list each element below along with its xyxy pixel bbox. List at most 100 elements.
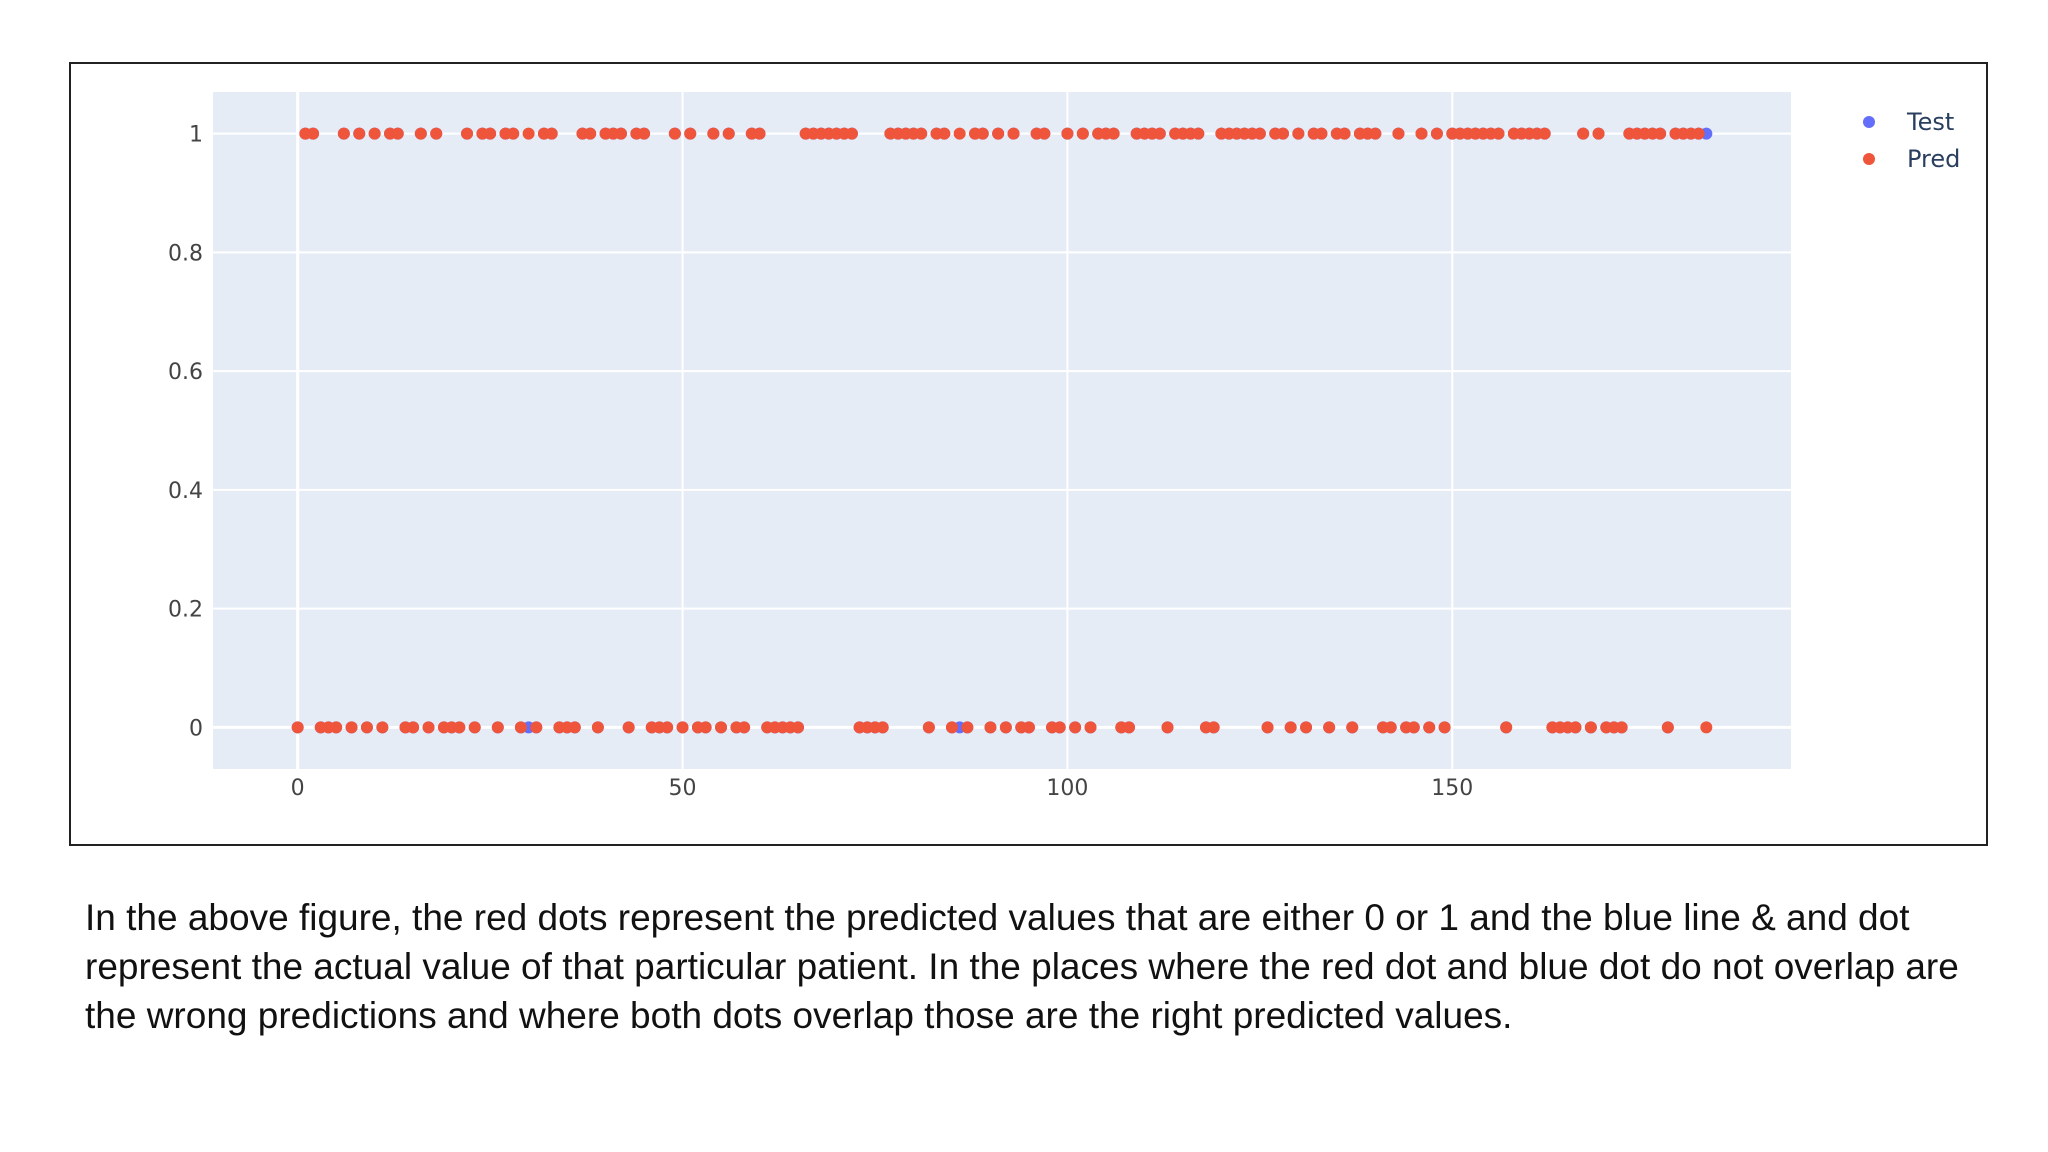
pred-point bbox=[1161, 721, 1174, 734]
pred-point bbox=[545, 127, 558, 140]
pred-point bbox=[1384, 721, 1397, 734]
pred-point bbox=[945, 721, 958, 734]
pred-point bbox=[961, 721, 974, 734]
y-tick-label: 0.8 bbox=[168, 241, 203, 266]
pred-point bbox=[1700, 721, 1713, 734]
pred-point bbox=[1592, 127, 1605, 140]
pred-point bbox=[1438, 721, 1451, 734]
legend-label-pred: Pred bbox=[1907, 145, 1960, 173]
legend-marker-pred bbox=[1863, 153, 1875, 165]
pred-point bbox=[614, 127, 627, 140]
chart-frame: 0 0.2 0.4 0.6 0.8 1 0 50 100 150 Test Pred bbox=[69, 62, 1988, 846]
pred-point bbox=[938, 127, 951, 140]
pred-point bbox=[1500, 721, 1513, 734]
pred-point bbox=[992, 127, 1005, 140]
y-tick-label: 0 bbox=[189, 716, 203, 741]
pred-point bbox=[407, 721, 420, 734]
pred-point bbox=[514, 721, 527, 734]
y-tick-label: 0.4 bbox=[168, 479, 203, 504]
pred-point bbox=[1123, 721, 1136, 734]
pred-point bbox=[1315, 127, 1328, 140]
pred-point bbox=[568, 721, 581, 734]
pred-point bbox=[699, 721, 712, 734]
pred-point bbox=[484, 127, 497, 140]
pred-point bbox=[707, 127, 720, 140]
pred-point bbox=[1584, 721, 1597, 734]
pred-point bbox=[1076, 127, 1089, 140]
scatter-chart: 0 0.2 0.4 0.6 0.8 1 0 50 100 150 Test Pred bbox=[168, 92, 1960, 801]
pred-point bbox=[1261, 721, 1274, 734]
pred-point bbox=[1323, 721, 1336, 734]
pred-point bbox=[368, 127, 381, 140]
pred-point bbox=[391, 127, 404, 140]
pred-point bbox=[1084, 721, 1097, 734]
pred-point bbox=[1430, 127, 1443, 140]
pred-point bbox=[1053, 721, 1066, 734]
y-tick-label: 0.2 bbox=[168, 598, 203, 623]
pred-point bbox=[1661, 721, 1674, 734]
pred-point bbox=[1022, 721, 1035, 734]
pred-point bbox=[876, 721, 889, 734]
pred-point bbox=[1253, 127, 1266, 140]
pred-point bbox=[1415, 127, 1428, 140]
x-tick-label: 100 bbox=[1046, 776, 1088, 801]
pred-point bbox=[307, 127, 320, 140]
pred-point bbox=[591, 721, 604, 734]
pred-point bbox=[638, 127, 651, 140]
x-tick-label: 0 bbox=[291, 776, 305, 801]
pred-point bbox=[1346, 721, 1359, 734]
pred-point bbox=[1569, 721, 1582, 734]
x-tick-label: 50 bbox=[669, 776, 697, 801]
pred-point bbox=[376, 721, 389, 734]
pred-point bbox=[1192, 127, 1205, 140]
pred-point bbox=[453, 721, 466, 734]
pred-point bbox=[1492, 127, 1505, 140]
pred-point bbox=[345, 721, 358, 734]
pred-point bbox=[1615, 721, 1628, 734]
pred-point bbox=[291, 721, 304, 734]
pred-point bbox=[1061, 127, 1074, 140]
pred-point bbox=[1338, 127, 1351, 140]
pred-point bbox=[915, 127, 928, 140]
pred-point bbox=[1300, 721, 1313, 734]
pred-point bbox=[1577, 127, 1590, 140]
pred-point bbox=[792, 721, 805, 734]
pred-point bbox=[414, 127, 427, 140]
pred-point bbox=[1654, 127, 1667, 140]
pred-point bbox=[922, 721, 935, 734]
pred-point bbox=[507, 127, 520, 140]
pred-point bbox=[353, 127, 366, 140]
pred-point bbox=[1538, 127, 1551, 140]
pred-point bbox=[999, 721, 1012, 734]
pred-point bbox=[360, 721, 373, 734]
legend-marker-test bbox=[1863, 116, 1875, 128]
legend-label-test: Test bbox=[1906, 108, 1954, 136]
pred-point bbox=[976, 127, 989, 140]
pred-point bbox=[661, 721, 674, 734]
pred-point bbox=[715, 721, 728, 734]
pred-point bbox=[430, 127, 443, 140]
pred-point bbox=[1284, 721, 1297, 734]
figure-caption: In the above figure, the red dots repres… bbox=[85, 897, 1959, 1036]
pred-point bbox=[953, 127, 966, 140]
pred-point bbox=[330, 721, 343, 734]
pred-point bbox=[722, 127, 735, 140]
pred-point bbox=[738, 721, 751, 734]
y-tick-label: 0.6 bbox=[168, 360, 203, 385]
pred-point bbox=[1153, 127, 1166, 140]
pred-point bbox=[461, 127, 474, 140]
pred-point bbox=[491, 721, 504, 734]
pred-point bbox=[584, 127, 597, 140]
pred-point bbox=[522, 127, 535, 140]
x-tick-label: 150 bbox=[1431, 776, 1473, 801]
pred-point bbox=[1407, 721, 1420, 734]
pred-point bbox=[984, 721, 997, 734]
pred-point bbox=[468, 721, 481, 734]
pred-point bbox=[1369, 127, 1382, 140]
pred-point bbox=[1007, 127, 1020, 140]
pred-point bbox=[684, 127, 697, 140]
pred-point bbox=[622, 721, 635, 734]
pred-point bbox=[337, 127, 350, 140]
pred-point bbox=[753, 127, 766, 140]
pred-point bbox=[845, 127, 858, 140]
